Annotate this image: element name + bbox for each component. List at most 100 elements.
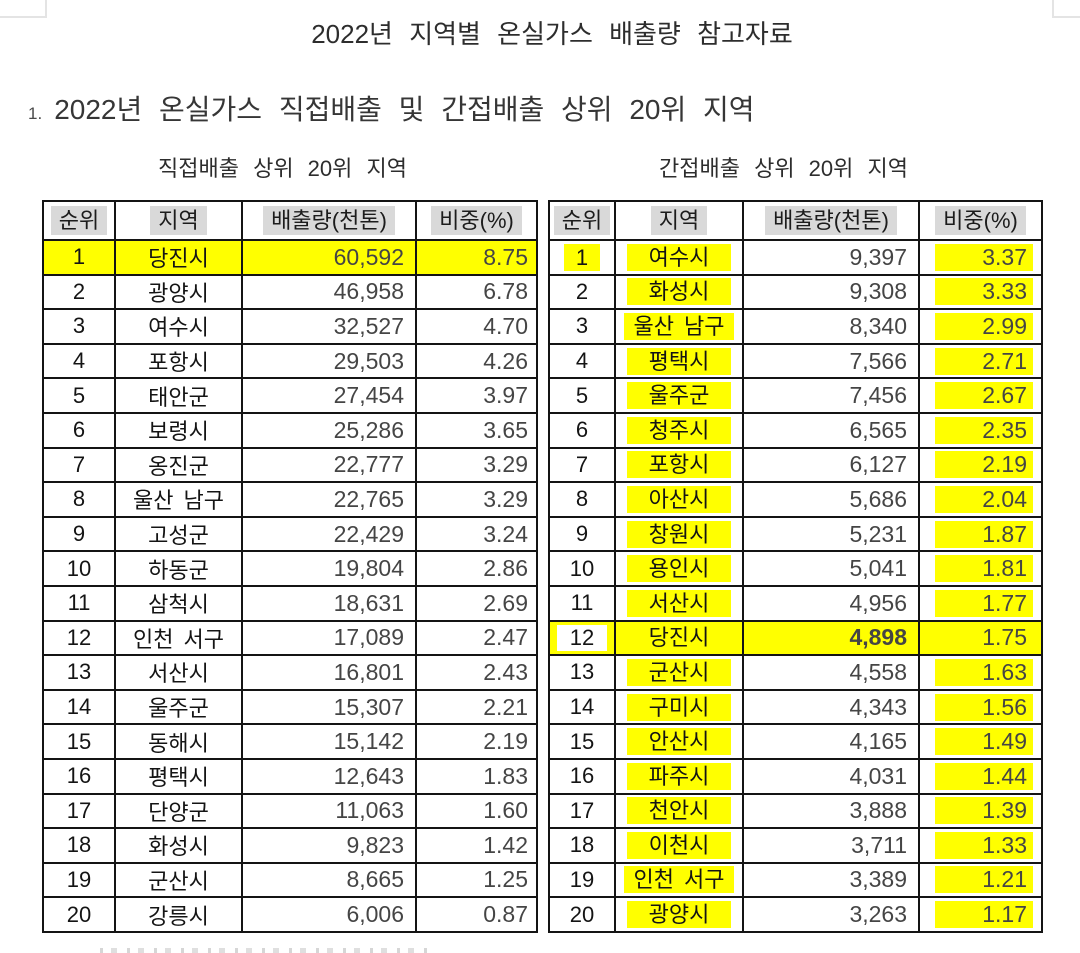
share-cell: 3.65 <box>415 411 538 449</box>
table-row: 10 하동군 19,804 2.86 <box>42 550 538 587</box>
table-row: 8 아산시 5,686 2.04 <box>548 481 1043 518</box>
emission-cell: 18,631 <box>241 584 417 622</box>
rank-cell: 13 <box>548 654 616 691</box>
rank-cell: 7 <box>548 446 616 484</box>
emission-cell: 27,454 <box>241 377 417 414</box>
region-highlight: 청주시 <box>626 416 732 444</box>
emission-cell: 5,231 <box>742 515 920 553</box>
column-header: 지역 <box>114 200 243 241</box>
region-cell: 군산시 <box>614 654 744 691</box>
share-highlight: 3.33 <box>935 278 1033 306</box>
share-cell: 1.83 <box>415 757 538 795</box>
share-cell: 2.19 <box>415 723 538 760</box>
region-cell: 동해시 <box>114 723 243 760</box>
rank-cell: 8 <box>42 481 116 518</box>
table-row: 4 평택시 7,566 2.71 <box>548 342 1043 380</box>
region-cell: 파주시 <box>614 757 744 795</box>
emission-cell: 5,041 <box>742 550 920 587</box>
share-cell: 3.29 <box>415 481 538 518</box>
table-row: 3 여수시 32,527 4.70 <box>42 308 538 345</box>
share-cell: 1.63 <box>918 654 1043 691</box>
emission-cell: 17,089 <box>241 619 417 657</box>
share-cell: 2.71 <box>918 342 1043 380</box>
column-header-label: 비중(%) <box>935 206 1026 235</box>
table-row: 20 강릉시 6,006 0.87 <box>42 896 538 933</box>
page-corner-artifact-left <box>0 0 47 18</box>
table-row: 16 평택시 12,643 1.83 <box>42 757 538 795</box>
table-row: 17 단양군 11,063 1.60 <box>42 792 538 830</box>
rank-cell: 19 <box>548 861 616 899</box>
emission-cell: 15,307 <box>241 688 417 726</box>
region-cell: 하동군 <box>114 550 243 587</box>
share-cell: 2.43 <box>415 654 538 691</box>
region-highlight: 용인시 <box>626 555 732 583</box>
table-row: 8 울산 남구 22,765 3.29 <box>42 481 538 518</box>
emission-cell: 60,592 <box>241 239 417 276</box>
table-row: 19 군산시 8,665 1.25 <box>42 861 538 899</box>
rank-cell: 17 <box>548 792 616 830</box>
share-cell: 1.44 <box>918 757 1043 795</box>
column-header-label: 배출량(천톤) <box>263 206 395 235</box>
section-title: 2022년 온실가스 직접배출 및 간접배출 상위 20위 지역 <box>54 94 755 125</box>
column-header: 배출량(천톤) <box>241 200 417 241</box>
emission-cell: 4,956 <box>742 584 920 622</box>
region-cell: 광양시 <box>114 273 243 311</box>
share-cell: 6.78 <box>415 273 538 311</box>
table-row: 12 당진시 4,898 1.75 <box>548 619 1043 657</box>
share-highlight: 1.75 <box>935 624 1033 652</box>
rank-highlight: 1 <box>563 243 601 271</box>
region-cell: 창원시 <box>614 515 744 553</box>
emission-cell: 3,389 <box>742 861 920 899</box>
share-highlight: 2.99 <box>935 312 1033 340</box>
rank-cell: 1 <box>548 239 616 276</box>
section-heading: 1. 2022년 온실가스 직접배출 및 간접배출 상위 20위 지역 <box>28 88 755 128</box>
share-cell: 2.47 <box>415 619 538 657</box>
region-cell: 당진시 <box>614 619 744 657</box>
region-cell: 인천 서구 <box>614 861 744 899</box>
emission-cell: 9,397 <box>742 239 920 276</box>
share-cell: 1.49 <box>918 723 1043 760</box>
share-highlight: 1.49 <box>935 728 1033 756</box>
share-highlight: 2.67 <box>935 382 1033 410</box>
table-row: 11 서산시 4,956 1.77 <box>548 584 1043 622</box>
table-row: 13 서산시 16,801 2.43 <box>42 654 538 691</box>
region-highlight: 이천시 <box>626 831 732 859</box>
emission-cell: 15,142 <box>241 723 417 760</box>
rank-cell: 3 <box>548 308 616 345</box>
region-highlight: 평택시 <box>626 347 732 375</box>
share-cell: 2.21 <box>415 688 538 726</box>
share-cell: 2.19 <box>918 446 1043 484</box>
region-cell: 이천시 <box>614 827 744 864</box>
region-highlight: 포항시 <box>626 451 732 479</box>
table-row: 20 광양시 3,263 1.17 <box>548 896 1043 933</box>
share-highlight: 1.87 <box>935 520 1033 548</box>
emission-cell: 11,063 <box>241 792 417 830</box>
share-cell: 1.77 <box>918 584 1043 622</box>
region-highlight: 여수시 <box>626 243 732 271</box>
region-cell: 강릉시 <box>114 896 243 933</box>
rank-cell: 18 <box>42 827 116 864</box>
region-highlight: 서산시 <box>626 589 732 617</box>
direct-emissions-table: 순위 지역 배출량(천톤) 비중(%) 1 당진시 60,592 8.75 2 광양시 46,95… <box>42 200 538 933</box>
region-cell: 청주시 <box>614 411 744 449</box>
region-cell: 삼척시 <box>114 584 243 622</box>
region-highlight: 파주시 <box>626 762 732 790</box>
indirect-emissions-table: 순위 지역 배출량(천톤) 비중(%) 1 여수시 9,397 3.37 2 화성시 9,308 3… <box>548 200 1043 933</box>
region-highlight: 안산시 <box>626 728 732 756</box>
rank-cell: 5 <box>548 377 616 414</box>
region-highlight: 창원시 <box>626 520 732 548</box>
rank-cell: 10 <box>548 550 616 587</box>
table-row: 1 여수시 9,397 3.37 <box>548 239 1043 276</box>
share-highlight: 1.17 <box>935 901 1033 929</box>
region-cell: 옹진군 <box>114 446 243 484</box>
emission-cell: 22,777 <box>241 446 417 484</box>
emission-cell: 4,031 <box>742 757 920 795</box>
column-header: 비중(%) <box>415 200 538 241</box>
region-highlight: 아산시 <box>626 485 732 513</box>
column-header-label: 지역 <box>150 206 207 235</box>
share-highlight: 2.71 <box>935 347 1033 375</box>
share-cell: 3.37 <box>918 239 1043 276</box>
emission-cell: 46,958 <box>241 273 417 311</box>
emission-cell: 19,804 <box>241 550 417 587</box>
region-cell: 평택시 <box>614 342 744 380</box>
